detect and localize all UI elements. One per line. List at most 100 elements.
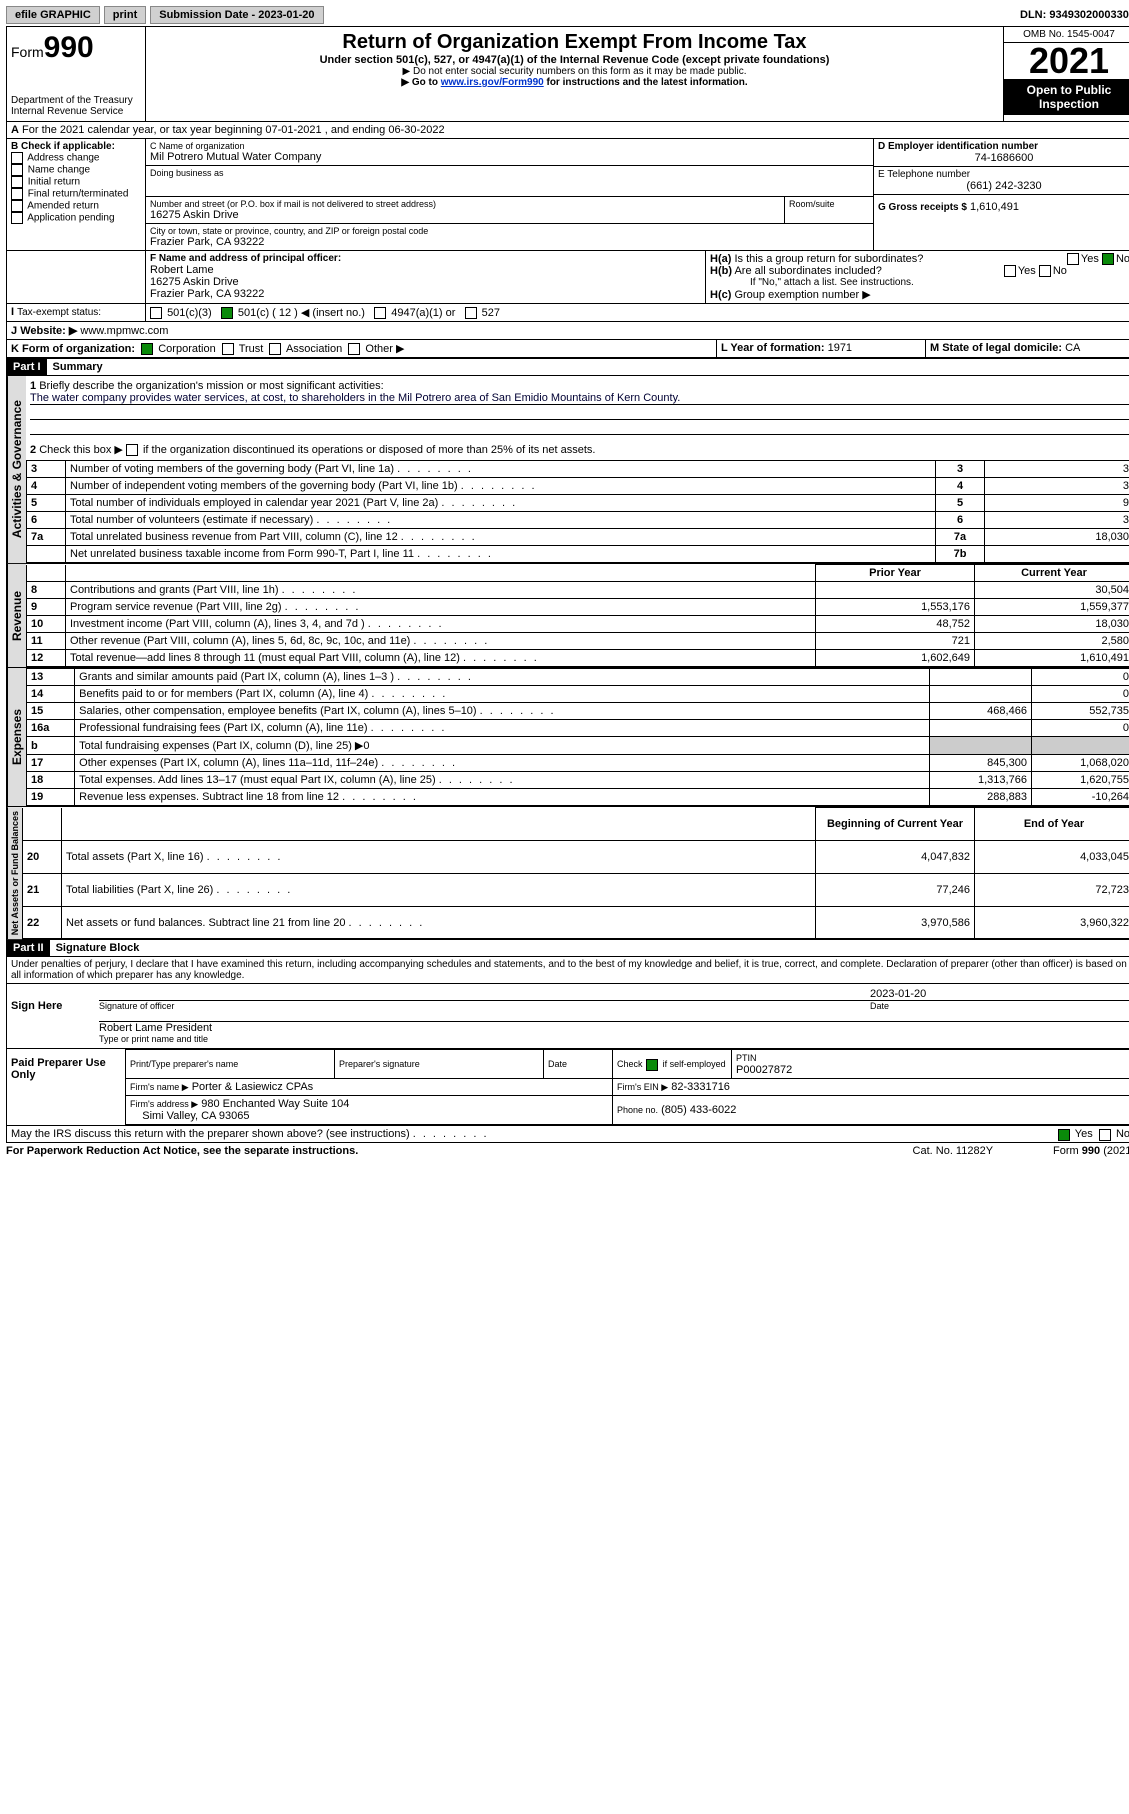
col-current: Current Year	[975, 565, 1129, 582]
line-text: Net assets or fund balances. Subtract li…	[62, 906, 816, 939]
hb-label: Are all subordinates included?	[734, 265, 881, 277]
line1-label: Briefly describe the organization's miss…	[39, 380, 383, 392]
prior-year: 77,246	[816, 873, 975, 906]
dln: DLN: 93493020003303	[1020, 9, 1129, 21]
room-label: Room/suite	[789, 199, 869, 209]
i-501c3-checkbox[interactable]	[150, 307, 162, 319]
firm-name: Porter & Lasiewicz CPAs	[192, 1081, 313, 1093]
b-checkbox[interactable]	[11, 176, 23, 188]
b-checkbox[interactable]	[11, 212, 23, 224]
gross-receipts: 1,610,491	[970, 201, 1019, 213]
line-num: 7a	[27, 529, 66, 546]
part2-header: Part II	[7, 940, 50, 956]
k-corp-checkbox[interactable]	[141, 343, 153, 355]
part1-header: Part I	[7, 359, 47, 375]
i-label: Tax-exempt status:	[17, 307, 101, 318]
prior-year: 3,970,586	[816, 906, 975, 939]
prior-year: 1,313,766	[929, 772, 1031, 789]
current-year: 30,504	[975, 582, 1129, 599]
k-other-checkbox[interactable]	[348, 343, 360, 355]
officer-printed-name: Robert Lame President	[99, 1022, 1129, 1034]
b-checkbox[interactable]	[11, 200, 23, 212]
irs-link[interactable]: www.irs.gov/Form990	[441, 77, 544, 88]
k-label: K Form of organization:	[11, 343, 135, 355]
line-num: 9	[27, 599, 66, 616]
addr-label: Number and street (or P.O. box if mail i…	[150, 199, 780, 209]
form-footer: Form 990 (2021)	[1053, 1145, 1129, 1157]
line-text: Contributions and grants (Part VIII, lin…	[66, 582, 816, 599]
submission-date: Submission Date - 2023-01-20	[150, 6, 323, 24]
form-word: Form	[11, 44, 44, 60]
line-text: Program service revenue (Part VIII, line…	[66, 599, 816, 616]
hb-no-checkbox[interactable]	[1039, 265, 1051, 277]
line2-post: if the organization discontinued its ope…	[143, 444, 596, 456]
self-employed-checkbox[interactable]	[646, 1059, 658, 1071]
firm-phone: (805) 433-6022	[661, 1104, 736, 1116]
firm-ein-label: Firm's EIN ▶	[617, 1082, 668, 1092]
prior-year: 721	[816, 633, 975, 650]
ha-no-checkbox[interactable]	[1102, 253, 1114, 265]
line-text: Total number of individuals employed in …	[66, 495, 936, 512]
line-text: Total liabilities (Part X, line 26)	[62, 873, 816, 906]
printed-name-label: Type or print name and title	[99, 1034, 1129, 1044]
part2-title: Signature Block	[50, 940, 146, 956]
line-code: 4	[936, 478, 985, 495]
side-expenses: Expenses	[7, 668, 26, 806]
street-address: 16275 Askin Drive	[150, 209, 780, 221]
line-text: Investment income (Part VIII, column (A)…	[66, 616, 816, 633]
line-text: Other expenses (Part IX, column (A), lin…	[75, 755, 930, 772]
i-4947-checkbox[interactable]	[374, 307, 386, 319]
dept-treasury: Department of the Treasury Internal Reve…	[11, 95, 141, 117]
discuss-no-checkbox[interactable]	[1099, 1129, 1111, 1141]
i-527-checkbox[interactable]	[465, 307, 477, 319]
side-activities-governance: Activities & Governance	[7, 376, 26, 563]
line-num: 8	[27, 582, 66, 599]
prior-year: 845,300	[929, 755, 1031, 772]
phone-value: (661) 242-3230	[878, 180, 1129, 192]
line-text: Net unrelated business taxable income fr…	[66, 546, 936, 563]
line-num: 17	[27, 755, 75, 772]
line2-checkbox[interactable]	[126, 444, 138, 456]
open-to-public: Open to Public Inspection	[1004, 79, 1129, 115]
current-year: 4,033,045	[975, 841, 1129, 874]
firm-addr1: 980 Enchanted Way Suite 104	[201, 1098, 349, 1110]
ha-yes-checkbox[interactable]	[1067, 253, 1079, 265]
subtitle-3: ▶ Go to www.irs.gov/Form990 for instruct…	[150, 77, 999, 88]
efile-label: efile GRAPHIC	[6, 6, 100, 24]
discuss-label: May the IRS discuss this return with the…	[11, 1128, 410, 1140]
perjury-declaration: Under penalties of perjury, I declare th…	[7, 957, 1129, 984]
l-label: L Year of formation:	[721, 342, 825, 354]
b-title: B Check if applicable:	[11, 141, 141, 152]
line-num: 11	[27, 633, 66, 650]
prior-year: 1,553,176	[816, 599, 975, 616]
col-prior: Beginning of Current Year	[816, 808, 975, 841]
k-trust-checkbox[interactable]	[222, 343, 234, 355]
k-assoc-checkbox[interactable]	[269, 343, 281, 355]
discuss-yes-checkbox[interactable]	[1058, 1129, 1070, 1141]
current-year: 3,960,322	[975, 906, 1129, 939]
m-label: M State of legal domicile:	[930, 342, 1062, 354]
firm-ein: 82-3331716	[671, 1081, 730, 1093]
tax-year: 2021	[1004, 43, 1129, 79]
current-year: 18,030	[975, 616, 1129, 633]
hb-yes-checkbox[interactable]	[1004, 265, 1016, 277]
line-code: 5	[936, 495, 985, 512]
line-value: 9	[985, 495, 1129, 512]
line-value: 3	[985, 461, 1129, 478]
current-year: 0	[1031, 720, 1129, 737]
firm-addr-label: Firm's address ▶	[130, 1099, 198, 1109]
b-checkbox[interactable]	[11, 188, 23, 200]
line-text: Total unrelated business revenue from Pa…	[66, 529, 936, 546]
ha-label: Is this a group return for subordinates?	[734, 253, 923, 265]
line-num: 14	[27, 686, 75, 703]
sign-here-label: Sign Here	[7, 984, 95, 1048]
print-button[interactable]: print	[104, 6, 146, 24]
line-num: 21	[23, 873, 62, 906]
f-officer-label: F Name and address of principal officer:	[150, 253, 701, 264]
officer-addr2: Frazier Park, CA 93222	[150, 288, 701, 300]
form-container: Form 9 9 0 Department of the Treasury Inter…	[6, 26, 1129, 1143]
b-checkbox[interactable]	[11, 164, 23, 176]
i-501c-checkbox[interactable]	[221, 307, 233, 319]
b-checkbox[interactable]	[11, 152, 23, 164]
line-text: Benefits paid to or for members (Part IX…	[75, 686, 930, 703]
